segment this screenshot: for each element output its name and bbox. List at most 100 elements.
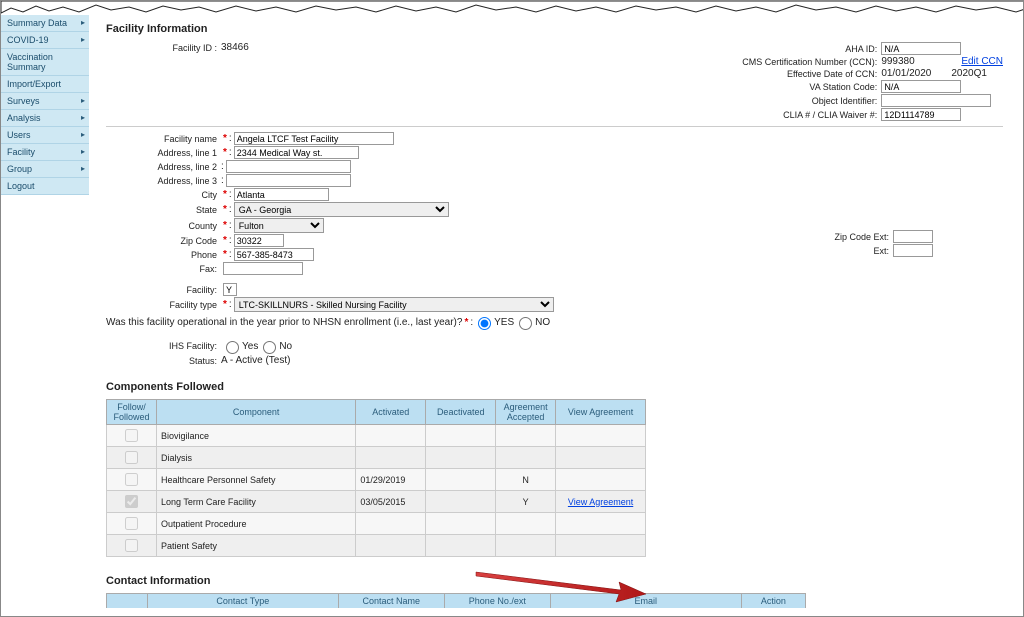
ccn-label: CMS Certification Number (CCN):	[726, 57, 881, 67]
sidebar-item-logout[interactable]: Logout	[1, 178, 89, 195]
chevron-right-icon: ▸	[81, 147, 85, 156]
name-label: Facility name	[106, 134, 221, 144]
ihs-no-radio[interactable]	[263, 341, 276, 354]
components-table: Follow/ Followed Component Activated Dea…	[106, 399, 646, 557]
sidebar-item-group[interactable]: Group▸	[1, 161, 89, 178]
state-label: State	[106, 205, 221, 215]
component-agreement	[496, 425, 556, 447]
required-icon: *	[221, 133, 229, 144]
status-label: Status:	[106, 356, 221, 366]
ext-input[interactable]	[893, 244, 933, 257]
nav-label: Logout	[7, 181, 35, 191]
city-input[interactable]	[234, 188, 329, 201]
th-name: Contact Name	[338, 594, 444, 609]
heading-contact: Contact Information	[106, 575, 1003, 587]
facility-id-value: 38466	[221, 42, 249, 53]
th-deactivated: Deactivated	[426, 400, 496, 425]
sidebar-item-summary-data[interactable]: Summary Data▸	[1, 15, 89, 32]
th-agreement: Agreement Accepted	[496, 400, 556, 425]
chevron-right-icon: ▸	[81, 113, 85, 122]
addr1-label: Address, line 1	[106, 148, 221, 158]
nav-label: Group	[7, 164, 32, 174]
th-component: Component	[156, 400, 355, 425]
sidebar-item-facility[interactable]: Facility ▸	[1, 144, 89, 161]
zip-ext-input[interactable]	[893, 230, 933, 243]
table-row: Patient Safety	[107, 535, 646, 557]
ihs-yes-radio[interactable]	[226, 341, 239, 354]
table-row: Outpatient Procedure	[107, 513, 646, 535]
addr2-input[interactable]	[226, 160, 351, 173]
facility-name-input[interactable]	[234, 132, 394, 145]
view-agreement-link[interactable]: View Agreement	[568, 497, 633, 507]
obj-input[interactable]	[881, 94, 991, 107]
chevron-right-icon: ▸	[81, 130, 85, 139]
phone-input[interactable]	[234, 248, 314, 261]
nav-label: Facility	[7, 147, 35, 157]
component-name: Healthcare Personnel Safety	[156, 469, 355, 491]
follow-checkbox[interactable]	[125, 429, 138, 442]
sidebar-item-import-export[interactable]: Import/Export	[1, 76, 89, 93]
eff-date-value: 01/01/2020	[881, 68, 931, 79]
th-phone: Phone No./ext	[444, 594, 550, 609]
component-agreement: Y	[496, 491, 556, 513]
sidebar-item-users[interactable]: Users▸	[1, 127, 89, 144]
county-select[interactable]: Fulton	[234, 218, 324, 233]
component-name: Outpatient Procedure	[156, 513, 355, 535]
facility-input[interactable]	[223, 283, 237, 296]
facility-type-select[interactable]: LTC-SKILLNURS - Skilled Nursing Facility	[234, 297, 554, 312]
edit-ccn-link[interactable]: Edit CCN	[961, 56, 1003, 67]
required-icon: *	[462, 317, 470, 328]
nav-label: Analysis	[7, 113, 41, 123]
follow-checkbox[interactable]	[125, 495, 138, 508]
table-row: Long Term Care Facility03/05/2015YView A…	[107, 491, 646, 513]
required-icon: *	[221, 299, 229, 310]
addr3-input[interactable]	[226, 174, 351, 187]
operational-question: Was this facility operational in the yea…	[106, 317, 462, 328]
required-icon: *	[221, 147, 229, 158]
component-deactivated	[426, 535, 496, 557]
required-icon: *	[221, 204, 229, 215]
contacts-table: Contact Type Contact Name Phone No./ext …	[106, 593, 806, 608]
th-edit	[107, 594, 148, 609]
component-name: Patient Safety	[156, 535, 355, 557]
city-label: City	[106, 190, 221, 200]
va-input[interactable]	[881, 80, 961, 93]
component-deactivated	[426, 425, 496, 447]
operational-yes-radio[interactable]	[478, 317, 491, 330]
status-value: A - Active (Test)	[221, 355, 290, 366]
clia-input[interactable]	[881, 108, 961, 121]
zip-ext-label: Zip Code Ext:	[803, 232, 893, 242]
chevron-right-icon: ▸	[81, 18, 85, 27]
follow-checkbox[interactable]	[125, 517, 138, 530]
ihs-no-label: No	[279, 341, 292, 352]
sidebar-item-vaccination-summary[interactable]: Vaccination Summary	[1, 49, 89, 76]
follow-checkbox[interactable]	[125, 451, 138, 464]
aha-input[interactable]	[881, 42, 961, 55]
torn-edge	[1, 1, 1023, 15]
required-icon: *	[221, 249, 229, 260]
heading-facility-info: Facility Information	[106, 23, 1003, 35]
sidebar-item-surveys[interactable]: Surveys▸	[1, 93, 89, 110]
addr1-input[interactable]	[234, 146, 359, 159]
sidebar-item-analysis[interactable]: Analysis ▸	[1, 110, 89, 127]
ihs-label: IHS Facility:	[106, 341, 221, 351]
fax-input[interactable]	[223, 262, 303, 275]
follow-checkbox[interactable]	[125, 539, 138, 552]
operational-no-radio[interactable]	[519, 317, 532, 330]
zip-label: Zip Code	[106, 236, 221, 246]
va-label: VA Station Code:	[726, 82, 881, 92]
th-view: View Agreement	[556, 400, 646, 425]
component-activated	[356, 535, 426, 557]
component-activated: 01/29/2019	[356, 469, 426, 491]
component-deactivated	[426, 469, 496, 491]
table-row: Biovigilance	[107, 425, 646, 447]
operational-yes-label: YES	[494, 317, 514, 328]
fax-label: Fax:	[106, 264, 221, 274]
nav-label: COVID-19	[7, 35, 49, 45]
chevron-right-icon: ▸	[81, 35, 85, 44]
sidebar-item-covid19[interactable]: COVID-19 ▸	[1, 32, 89, 49]
state-select[interactable]: GA - Georgia	[234, 202, 449, 217]
follow-checkbox[interactable]	[125, 473, 138, 486]
sidebar: Summary Data▸ COVID-19 ▸ Vaccination Summ…	[1, 15, 89, 195]
zip-input[interactable]	[234, 234, 284, 247]
